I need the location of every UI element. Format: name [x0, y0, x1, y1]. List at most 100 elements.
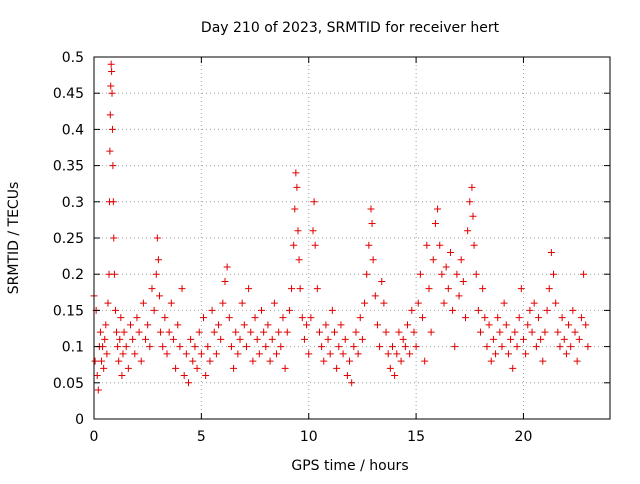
- data-point: [176, 343, 184, 351]
- data-point: [230, 364, 238, 372]
- data-point: [150, 306, 158, 314]
- data-point: [118, 372, 126, 380]
- data-point: [137, 357, 145, 365]
- data-point: [451, 343, 459, 351]
- data-point: [517, 285, 525, 293]
- data-point: [466, 198, 474, 206]
- x-axis-label: GPS time / hours: [291, 458, 408, 474]
- data-point: [410, 328, 418, 336]
- data-point: [240, 321, 248, 329]
- data-point: [295, 256, 303, 264]
- data-point: [135, 328, 143, 336]
- data-point: [172, 364, 180, 372]
- x-tick-label: 5: [197, 429, 206, 445]
- data-point: [526, 306, 534, 314]
- data-point: [363, 270, 371, 278]
- data-point: [436, 241, 444, 249]
- data-point: [98, 357, 106, 365]
- x-tick-label: 0: [90, 429, 99, 445]
- data-point: [547, 248, 555, 256]
- data-point: [507, 335, 515, 343]
- data-point: [382, 328, 390, 336]
- data-point: [470, 241, 478, 249]
- data-point: [193, 364, 201, 372]
- data-point: [103, 350, 111, 358]
- data-point: [291, 205, 299, 213]
- data-point: [255, 350, 263, 358]
- data-point: [500, 299, 508, 307]
- data-point: [313, 285, 321, 293]
- data-point: [401, 343, 409, 351]
- data-point: [163, 350, 171, 358]
- data-point: [262, 343, 270, 351]
- data-point: [182, 350, 190, 358]
- data-point: [232, 328, 240, 336]
- y-axis-label: SRMTID / TECUs: [6, 182, 22, 295]
- data-point: [408, 306, 416, 314]
- data-point: [425, 285, 433, 293]
- data-point: [434, 205, 442, 213]
- data-point: [202, 372, 210, 380]
- data-point: [174, 321, 182, 329]
- data-point: [180, 372, 188, 380]
- chart-title: Day 210 of 2023, SRMTID for receiver her…: [201, 20, 500, 36]
- data-point: [253, 335, 261, 343]
- y-tick-label: 0.25: [53, 231, 84, 247]
- data-point: [515, 314, 523, 322]
- data-point: [552, 299, 560, 307]
- data-point: [268, 335, 276, 343]
- data-point: [117, 314, 125, 322]
- data-point: [310, 198, 318, 206]
- data-point: [273, 350, 281, 358]
- data-point: [404, 321, 412, 329]
- y-tick-label: 0: [75, 412, 84, 428]
- data-point: [519, 335, 527, 343]
- data-point: [309, 227, 317, 235]
- data-point: [238, 299, 246, 307]
- grid-lines: [94, 57, 610, 419]
- data-point: [148, 285, 156, 293]
- data-point: [245, 285, 253, 293]
- data-point: [449, 306, 457, 314]
- data-point: [371, 292, 379, 300]
- data-point: [107, 60, 115, 68]
- data-point: [376, 343, 384, 351]
- data-point: [221, 277, 229, 285]
- data-point: [393, 350, 401, 358]
- data-point: [104, 299, 112, 307]
- data-point: [335, 343, 343, 351]
- data-point: [236, 335, 244, 343]
- data-point: [109, 162, 117, 170]
- data-point: [215, 321, 223, 329]
- data-point: [550, 270, 558, 278]
- data-point: [532, 343, 540, 351]
- data-point: [197, 350, 205, 358]
- data-point: [496, 328, 504, 336]
- data-point: [326, 350, 334, 358]
- data-point: [108, 125, 116, 133]
- x-tick-label: 15: [407, 429, 425, 445]
- data-point: [200, 314, 208, 322]
- data-point: [446, 248, 454, 256]
- data-point: [339, 350, 347, 358]
- data-point: [110, 270, 118, 278]
- data-point: [464, 227, 472, 235]
- data-point: [169, 335, 177, 343]
- data-point: [114, 343, 122, 351]
- data-point: [489, 335, 497, 343]
- data-point: [479, 285, 487, 293]
- data-point: [153, 234, 161, 242]
- data-point: [545, 285, 553, 293]
- data-point: [511, 328, 519, 336]
- data-point: [307, 314, 315, 322]
- data-point: [184, 379, 192, 387]
- data-point: [223, 263, 231, 271]
- data-point: [337, 321, 345, 329]
- data-point: [178, 285, 186, 293]
- data-point: [275, 328, 283, 336]
- data-point: [115, 357, 123, 365]
- data-point: [509, 364, 517, 372]
- data-point: [108, 67, 116, 75]
- data-point: [556, 343, 564, 351]
- data-point: [328, 306, 336, 314]
